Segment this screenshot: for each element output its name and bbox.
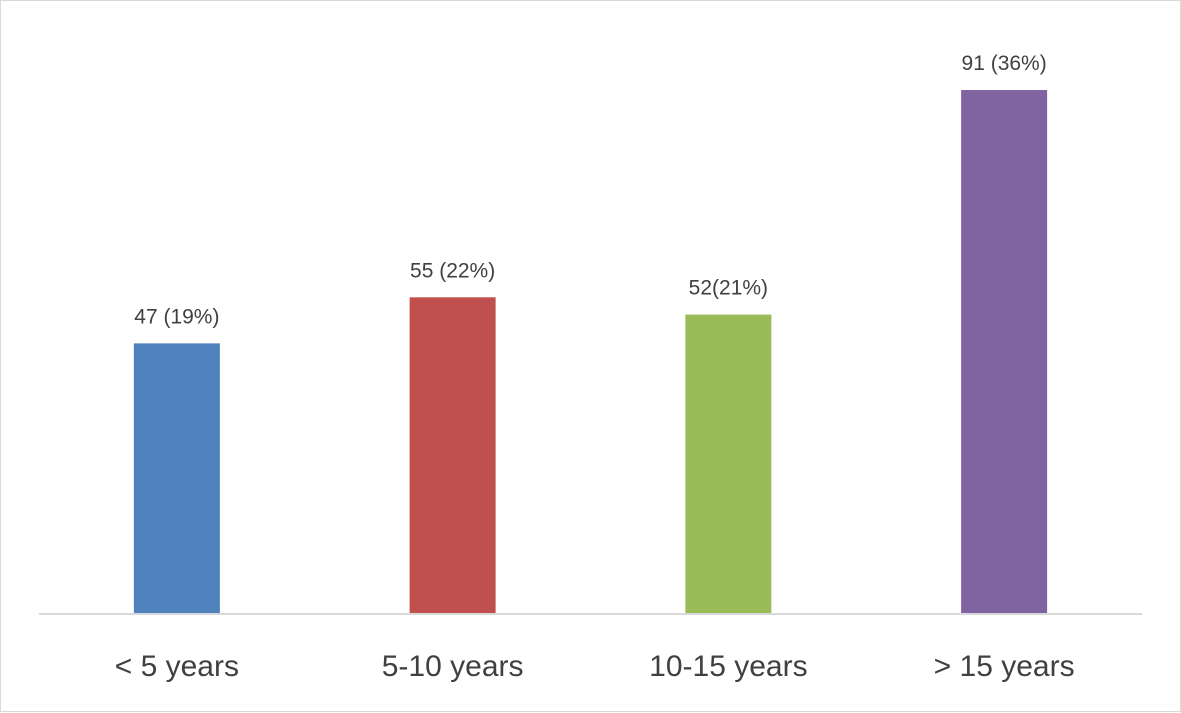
- bar-3: [961, 90, 1048, 614]
- data-label-0: 47 (19%): [134, 305, 219, 328]
- bar-2: [685, 314, 772, 614]
- bar-0: [133, 343, 220, 614]
- x-tick-label-1: 5-10 years: [382, 650, 524, 683]
- x-tick-label-2: 10-15 years: [649, 650, 807, 683]
- x-tick-label-3: > 15 years: [934, 650, 1075, 683]
- bar-1: [409, 297, 496, 614]
- x-tick-label-0: < 5 years: [115, 650, 239, 683]
- data-label-2: 52(21%): [689, 277, 768, 300]
- data-label-1: 55 (22%): [410, 259, 495, 282]
- data-labels-group: 47 (19%) 55 (22%) 52(21%) 91 (36%): [134, 52, 1046, 328]
- x-tick-labels-group: < 5 years 5-10 years 10-15 years > 15 years: [115, 650, 1075, 683]
- data-label-3: 91 (36%): [962, 52, 1047, 75]
- bars-group: [133, 90, 1048, 614]
